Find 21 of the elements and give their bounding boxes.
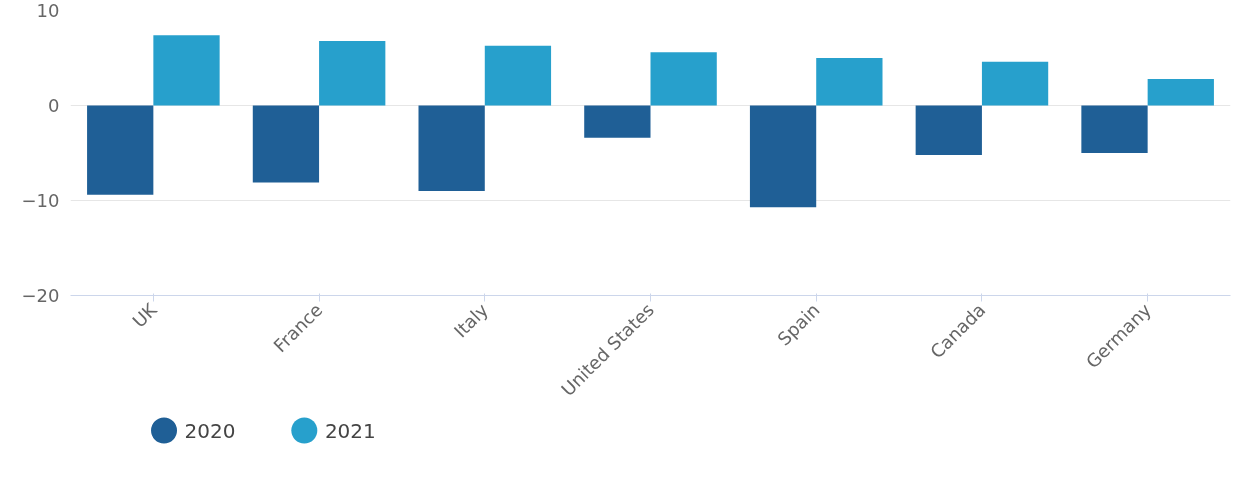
bar	[915, 105, 982, 155]
bar	[484, 45, 552, 106]
bar	[319, 40, 386, 106]
bar	[87, 105, 154, 195]
y-tick-label: 10	[36, 0, 60, 21]
bar	[650, 52, 717, 106]
bar	[981, 61, 1049, 106]
bar	[749, 105, 817, 208]
legend-label: 2020	[184, 418, 236, 443]
x-tick-label: UK	[128, 298, 162, 332]
y-tick-label: 0	[48, 95, 60, 116]
y-tick-label: −20	[21, 285, 60, 306]
bar	[1081, 105, 1148, 153]
bar	[584, 105, 651, 138]
legend-label: 2021	[324, 418, 376, 443]
y-tick-label: −10	[21, 190, 60, 211]
bar	[252, 105, 320, 183]
bar	[418, 105, 485, 191]
bar	[153, 35, 220, 106]
bar	[1147, 78, 1214, 106]
bar	[816, 58, 883, 106]
